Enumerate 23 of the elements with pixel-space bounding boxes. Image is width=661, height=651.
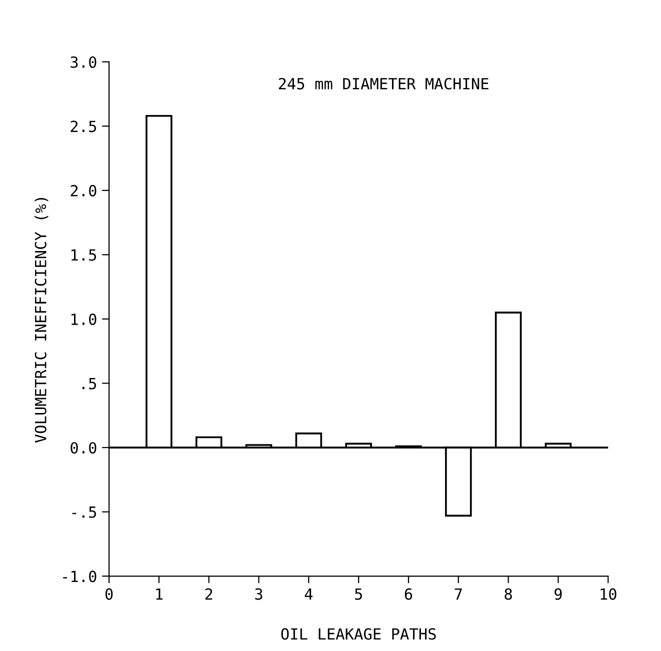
x-axis-title: OIL LEAKAGE PATHS: [281, 628, 436, 640]
y-tick-label: 0.0: [70, 442, 96, 454]
x-tick-label: 10: [600, 588, 616, 600]
x-tick-label: 3: [255, 588, 262, 600]
x-tick-label: 9: [554, 588, 562, 600]
y-tick-label: 2.5: [70, 120, 96, 132]
x-tick-label: 4: [304, 588, 313, 600]
y-tick-label: 1.5: [72, 249, 96, 261]
y-tick-label: 2.0: [70, 184, 96, 196]
text: 245 mm DIAMETER MACHINE: [278, 78, 488, 90]
x-tick-label: 1: [156, 588, 163, 600]
x-tick-label: 8: [504, 588, 512, 600]
x-tick-label: 7: [454, 588, 462, 600]
y-tick-label: -.5: [72, 506, 96, 518]
y-tick-label: -1.0: [63, 570, 96, 582]
y-tick-label: 3.0: [70, 56, 96, 68]
x-tick-label: 5: [355, 588, 362, 600]
y-tick-label: .5: [82, 378, 96, 390]
y-tick-label: 1.0: [72, 313, 96, 326]
x-tick-label: 6: [404, 588, 412, 600]
y-axis-title: VOLUMETRIC INEFFICIENCY (%): [34, 198, 48, 443]
x-tick-label: 0: [105, 588, 113, 600]
x-tick-label: 2: [205, 588, 212, 600]
